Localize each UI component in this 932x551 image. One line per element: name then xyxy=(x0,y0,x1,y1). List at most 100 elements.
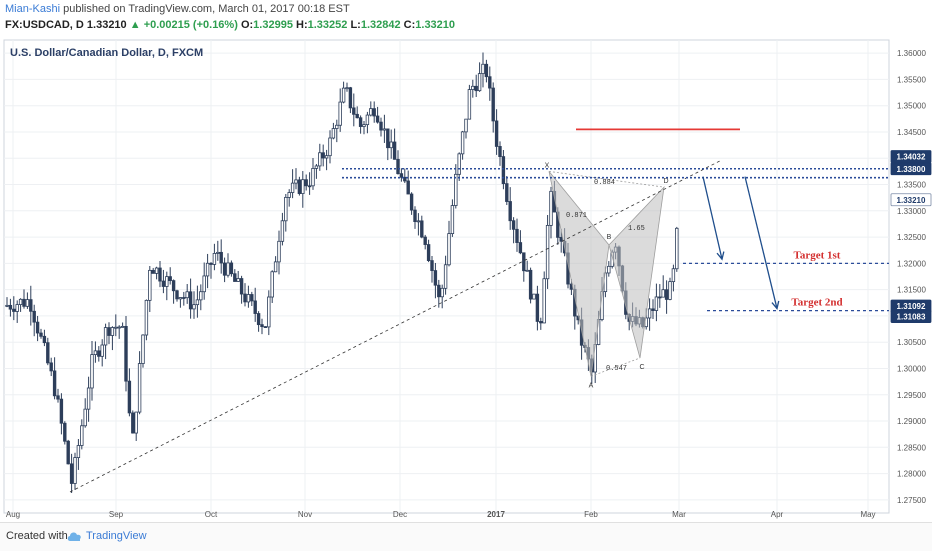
candle-body xyxy=(358,117,363,127)
candle-body xyxy=(22,298,26,307)
candle-body xyxy=(250,294,254,302)
candle-body xyxy=(120,325,125,328)
ac-leg xyxy=(590,357,641,377)
candle-body xyxy=(117,326,121,329)
ratio-xab: 0.871 xyxy=(566,212,587,220)
candle-body xyxy=(141,334,145,364)
candle-body xyxy=(430,260,434,271)
candle-body xyxy=(508,201,512,222)
candle-body xyxy=(545,224,550,280)
candle-body xyxy=(239,278,244,295)
x-tick-label: Nov xyxy=(298,510,312,519)
x-tick-label: Mar xyxy=(672,510,686,519)
candle-body xyxy=(287,192,291,198)
candle-body xyxy=(226,262,230,276)
candle-body xyxy=(484,63,489,78)
candle-body xyxy=(52,370,57,397)
open-label: O: xyxy=(240,19,254,31)
candle-body xyxy=(433,270,438,286)
candle-body xyxy=(505,183,509,202)
candle-body xyxy=(290,182,295,193)
low-label: L: xyxy=(350,19,361,31)
y-tick-label: 1.30500 xyxy=(897,338,926,347)
candle-body xyxy=(501,156,506,185)
candle-body xyxy=(454,173,458,206)
candle-body xyxy=(267,296,271,328)
y-tick-label: 1.33500 xyxy=(897,181,926,190)
ohlc-readout: FX:USDCAD, D 1.33210 ▲ +0.00215 (+0.16%)… xyxy=(5,19,455,31)
candle-body xyxy=(161,280,166,287)
candle-body xyxy=(83,408,87,427)
price-tag xyxy=(890,310,932,323)
candle-body xyxy=(5,304,9,307)
candle-body xyxy=(284,196,288,222)
candle-body xyxy=(494,120,499,147)
candle-body xyxy=(386,128,390,149)
price-tag-label: 1.31083 xyxy=(897,313,926,322)
price-axis[interactable]: 1.27500 1.28000 1.28500 1.29000 1.29500 1.300… xyxy=(890,49,932,505)
ratio-abc: 0.547 xyxy=(606,365,627,373)
candle-body xyxy=(498,146,502,157)
y-tick-label: 1.29000 xyxy=(897,417,926,426)
high-value: 1.33252 xyxy=(307,19,348,31)
high-label: H: xyxy=(296,19,308,31)
tradingview-brand[interactable]: TradingView xyxy=(86,530,147,542)
candle-body xyxy=(355,113,359,119)
candle-body xyxy=(124,325,128,382)
pattern-point-x: X xyxy=(545,162,550,169)
symbol-label: FX:USDCAD, D xyxy=(5,19,84,31)
candle-body xyxy=(324,155,329,159)
candle-body xyxy=(522,252,526,272)
candle-body xyxy=(134,411,138,434)
xd-leg xyxy=(548,170,665,188)
target-label-1: Target 1st xyxy=(794,249,841,261)
price-chart[interactable]: X A B C D 0.871 0.547 1.65 0.884 Target 1st Target… xyxy=(0,36,932,522)
arrow-target-1-head xyxy=(716,251,725,261)
y-tick-label: 1.31500 xyxy=(897,286,926,295)
candle-body xyxy=(304,179,308,187)
price-tag xyxy=(890,193,932,207)
candle-body xyxy=(32,310,36,323)
x-tick-label: 2017 xyxy=(487,510,505,519)
open-value: 1.32995 xyxy=(253,19,293,31)
candle-body xyxy=(35,321,40,334)
candle-body xyxy=(335,124,339,129)
candle-body xyxy=(182,297,186,299)
candle-body xyxy=(474,85,478,92)
candle-body xyxy=(307,185,312,188)
x-tick-label: Apr xyxy=(771,510,784,519)
candle-body xyxy=(457,153,461,175)
candle-body xyxy=(59,398,64,424)
candle-body xyxy=(158,267,162,282)
candle-body xyxy=(607,265,611,274)
candle-body xyxy=(362,124,366,127)
candle-body xyxy=(69,463,74,484)
candle-body xyxy=(365,114,370,126)
candle-body xyxy=(668,281,672,300)
time-axis[interactable]: Aug Sep Oct Nov Dec 2017 Feb Mar Apr May xyxy=(6,510,876,519)
candle-body xyxy=(372,108,376,117)
candle-body xyxy=(178,297,183,300)
footer: Created with TradingView xyxy=(0,522,932,551)
author-link[interactable]: Mian-Kashi xyxy=(5,3,61,15)
candle-body xyxy=(63,422,67,442)
chart-header: Mian-Kashi published on TradingView.com,… xyxy=(0,0,932,36)
y-tick-label: 1.30000 xyxy=(897,364,926,373)
candle-body xyxy=(403,176,407,182)
bcd-triangle xyxy=(608,185,665,359)
candle-body xyxy=(460,131,465,155)
y-tick-label: 1.33000 xyxy=(897,207,926,216)
x-tick-label: Dec xyxy=(393,510,407,519)
candle-body xyxy=(154,267,159,274)
candle-body xyxy=(46,342,50,364)
candle-body xyxy=(352,107,356,115)
candle-body xyxy=(311,168,315,187)
candle-body xyxy=(450,205,455,235)
candle-body xyxy=(664,289,669,300)
candle-body xyxy=(654,296,659,311)
chart-title: U.S. Dollar/Canadian Dollar, D, FXCM xyxy=(10,47,203,59)
candle-body xyxy=(511,220,516,230)
candle-body xyxy=(56,395,60,400)
candle-body xyxy=(464,118,468,133)
candle-body xyxy=(532,293,536,300)
